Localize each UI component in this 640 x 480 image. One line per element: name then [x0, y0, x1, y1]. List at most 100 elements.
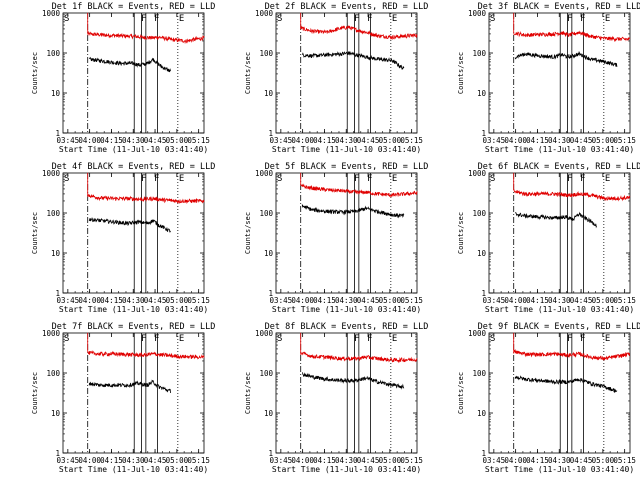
x-tick-label: 04:00 [291, 136, 314, 145]
marker-e: E [392, 14, 397, 24]
events-series-line [514, 211, 597, 229]
x-tick-label: 04:45 [357, 136, 380, 145]
x-tick-label: 04:00 [291, 456, 314, 465]
lld-series-line [300, 172, 418, 199]
y-axis-label: Counts/sec [457, 372, 465, 414]
y-axis-label: Counts/sec [457, 212, 465, 254]
y-tick-label: 1 [481, 449, 486, 458]
marker-f: F [154, 174, 159, 184]
y-tick-label: 10 [51, 409, 61, 418]
x-tick-label: 05:15 [613, 296, 636, 305]
x-tick-label: 05:15 [187, 136, 210, 145]
x-tick-label: 05:00 [379, 296, 402, 305]
x-axis-label: Start Time (11-Jul-10 03:41:40) [59, 145, 208, 154]
y-tick-label: 1000 [468, 329, 487, 338]
y-tick-label: 100 [472, 209, 486, 218]
marker-f: F [567, 174, 572, 184]
x-axis-label: Start Time (11-Jul-10 03:41:40) [485, 465, 634, 474]
y-tick-label: 100 [259, 209, 273, 218]
x-tick-label: 04:00 [504, 456, 527, 465]
x-tick-label: 04:15 [313, 456, 336, 465]
x-tick-label: 05:00 [166, 456, 189, 465]
x-tick-label: 03:45 [483, 296, 506, 305]
y-axis-label: Counts/sec [244, 372, 252, 414]
x-tick-label: 05:15 [400, 456, 423, 465]
panel-title: Det 9f BLACK = Events, RED = LLD [478, 322, 640, 332]
x-tick-label: 04:30 [548, 136, 571, 145]
marker-s: S [490, 334, 495, 344]
y-tick-label: 1 [55, 289, 60, 298]
y-tick-label: 1000 [255, 329, 274, 338]
marker-f: F [154, 14, 159, 24]
x-tick-label: 05:00 [592, 136, 615, 145]
marker-s: S [64, 334, 69, 344]
panel-title: Det 7f BLACK = Events, RED = LLD [52, 322, 216, 332]
marker-f: F [580, 334, 585, 344]
panel-1: Det 1f BLACK = Events, RED = LLD 1 10 100 10… [31, 2, 215, 154]
x-tick-label: 03:45 [270, 456, 293, 465]
panel-title: Det 3f BLACK = Events, RED = LLD [478, 2, 640, 12]
marker-e: E [179, 14, 184, 24]
marker-f: F [354, 14, 359, 24]
marker-f: F [580, 174, 585, 184]
y-tick-label: 100 [46, 209, 60, 218]
x-tick-label: 04:15 [313, 136, 336, 145]
x-tick-label: 04:30 [548, 456, 571, 465]
plot-frame [62, 12, 205, 134]
x-tick-label: 04:15 [100, 136, 123, 145]
marker-s: S [277, 174, 282, 184]
marker-f: F [580, 14, 585, 24]
x-tick-label: 03:45 [57, 456, 80, 465]
y-tick-label: 10 [264, 409, 274, 418]
x-tick-label: 04:15 [100, 296, 123, 305]
x-tick-label: 04:00 [504, 296, 527, 305]
marker-s: S [490, 14, 495, 24]
panel-title: Det 1f BLACK = Events, RED = LLD [52, 2, 216, 12]
panel-title: Det 2f BLACK = Events, RED = LLD [265, 2, 429, 12]
marker-s: S [490, 174, 495, 184]
x-axis-label: Start Time (11-Jul-10 03:41:40) [485, 145, 634, 154]
y-tick-label: 100 [472, 49, 486, 58]
x-tick-label: 03:45 [57, 296, 80, 305]
y-axis-label: Counts/sec [457, 52, 465, 94]
panel-3: Det 3f BLACK = Events, RED = LLD 1 10 100 10… [457, 2, 640, 154]
x-tick-label: 05:00 [592, 296, 615, 305]
x-axis-label: Start Time (11-Jul-10 03:41:40) [272, 305, 421, 314]
marker-f: F [141, 174, 146, 184]
y-tick-label: 1000 [255, 9, 274, 18]
events-series-line [88, 379, 171, 394]
marker-s: S [64, 14, 69, 24]
x-tick-label: 05:00 [592, 456, 615, 465]
marker-s: S [277, 14, 282, 24]
x-tick-label: 05:15 [187, 456, 210, 465]
marker-f: F [567, 334, 572, 344]
x-tick-label: 04:00 [78, 296, 101, 305]
panel-title: Det 8f BLACK = Events, RED = LLD [265, 322, 429, 332]
plot-frame [488, 172, 631, 294]
lld-series-line [87, 332, 205, 360]
y-tick-label: 10 [264, 89, 274, 98]
marker-f: F [354, 334, 359, 344]
plot-frame [62, 332, 205, 454]
x-tick-label: 04:45 [357, 456, 380, 465]
panel-5: Det 5f BLACK = Events, RED = LLD 1 10 100 10… [244, 162, 428, 314]
x-tick-label: 03:45 [270, 136, 293, 145]
y-tick-label: 1 [268, 449, 273, 458]
x-tick-label: 05:15 [613, 136, 636, 145]
plot-frame [488, 332, 631, 454]
x-tick-label: 05:00 [166, 296, 189, 305]
y-axis-label: Counts/sec [31, 372, 39, 414]
lld-series-line [513, 332, 631, 361]
marker-e: E [392, 334, 397, 344]
y-tick-label: 100 [259, 49, 273, 58]
y-tick-label: 1 [481, 289, 486, 298]
x-tick-label: 04:30 [335, 456, 358, 465]
y-tick-label: 10 [264, 249, 274, 258]
marker-e: E [392, 174, 397, 184]
y-axis-label: Counts/sec [31, 212, 39, 254]
x-tick-label: 05:00 [379, 136, 402, 145]
x-axis-label: Start Time (11-Jul-10 03:41:40) [272, 465, 421, 474]
y-tick-label: 100 [46, 369, 60, 378]
x-tick-label: 05:15 [400, 136, 423, 145]
y-tick-label: 1000 [42, 329, 61, 338]
